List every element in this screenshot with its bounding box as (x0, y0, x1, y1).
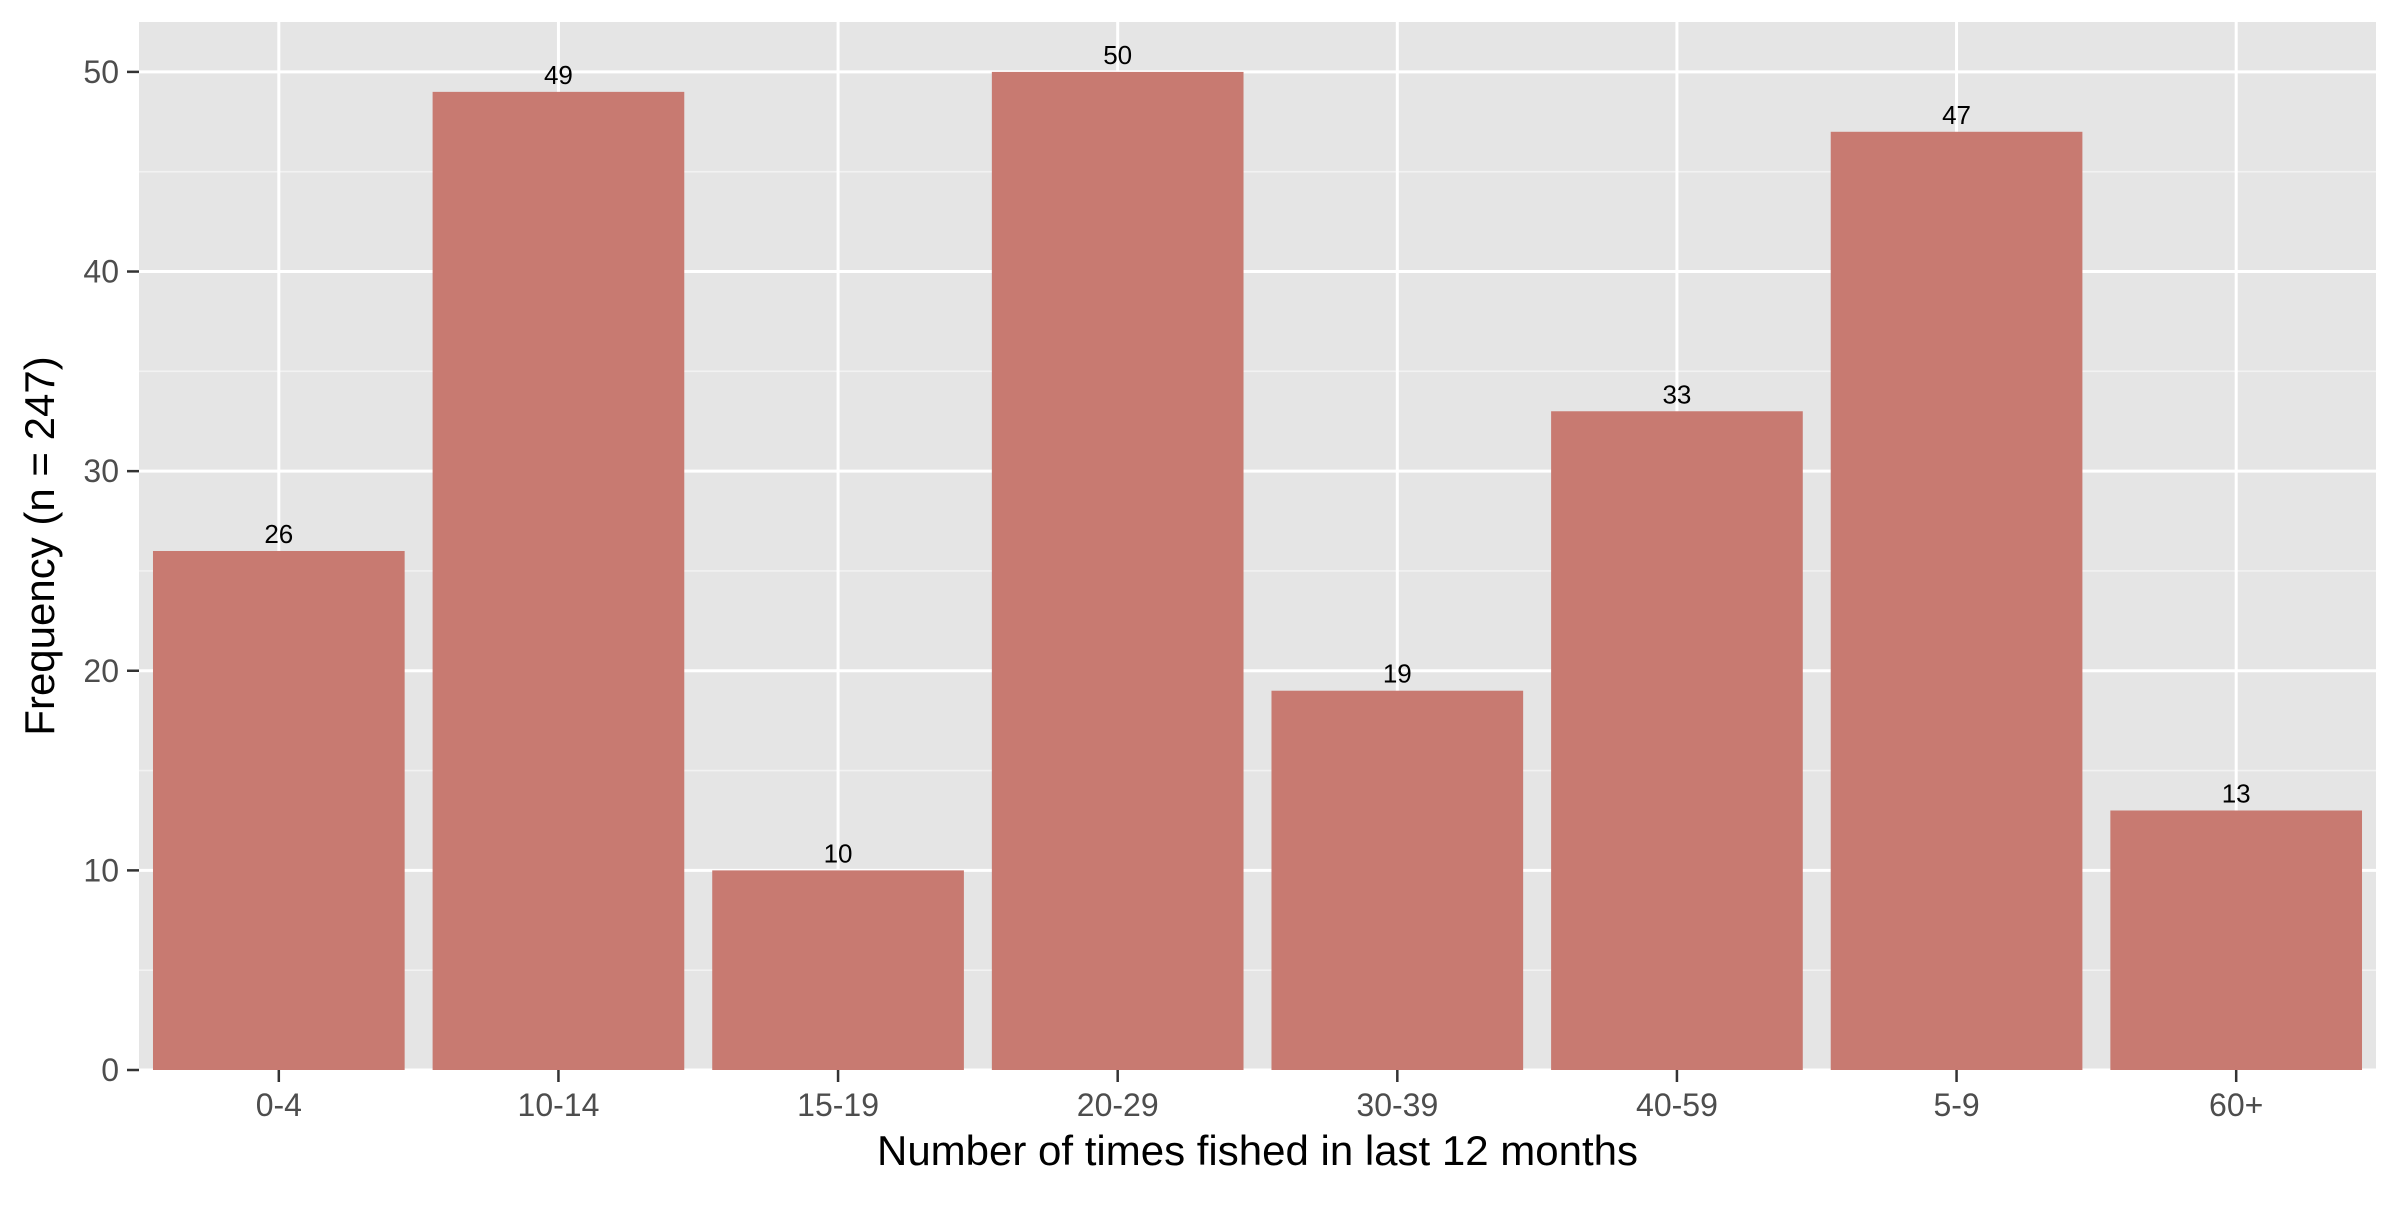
y-axis-title: Frequency (n = 247) (16, 356, 63, 735)
x-tick-label: 20-29 (1077, 1087, 1159, 1123)
y-tick-label: 0 (101, 1052, 119, 1088)
y-tick-label: 40 (83, 254, 119, 290)
data-label-40-59: 33 (1662, 379, 1691, 409)
data-labels-group: 26 49 10 50 19 33 47 13 (264, 40, 2250, 868)
y-tick-label: 20 (83, 653, 119, 689)
bar-10-14 (432, 91, 685, 1070)
y-tick-label: 50 (83, 54, 119, 90)
bars-group (152, 71, 2363, 1071)
bar-15-19 (712, 870, 964, 1070)
bar-30-39 (1271, 690, 1524, 1070)
data-label-0-4: 26 (264, 519, 293, 549)
data-label-15-19: 10 (824, 838, 853, 868)
bar-0-4 (152, 550, 405, 1070)
data-label-60+: 13 (2222, 778, 2251, 808)
y-tick-label: 30 (83, 453, 119, 489)
x-tick-label: 40-59 (1636, 1087, 1718, 1123)
x-axis-title: Number of times fished in last 12 months (877, 1127, 1638, 1174)
data-label-5-9: 47 (1942, 100, 1971, 130)
x-tick-label: 10-14 (518, 1087, 600, 1123)
x-tick-label: 5-9 (1933, 1087, 1979, 1123)
bar-20-29 (991, 71, 1244, 1070)
bar-40-59 (1551, 411, 1803, 1070)
x-tick-label: 0-4 (256, 1087, 302, 1123)
data-label-20-29: 50 (1103, 40, 1132, 70)
x-tick-label: 60+ (2209, 1087, 2263, 1123)
x-tick-label: 15-19 (797, 1087, 879, 1123)
bar-5-9 (1830, 131, 2083, 1071)
data-label-30-39: 19 (1383, 659, 1412, 689)
y-axis: 0 10 20 30 40 50 (83, 54, 139, 1088)
y-tick-label: 10 (83, 852, 119, 888)
bar-60+ (2110, 810, 2363, 1070)
x-tick-label: 30-39 (1356, 1087, 1438, 1123)
x-axis: 0-4 10-14 15-19 20-29 30-39 40-59 5-9 60+ (256, 1070, 2263, 1123)
data-label-10-14: 49 (544, 60, 573, 90)
